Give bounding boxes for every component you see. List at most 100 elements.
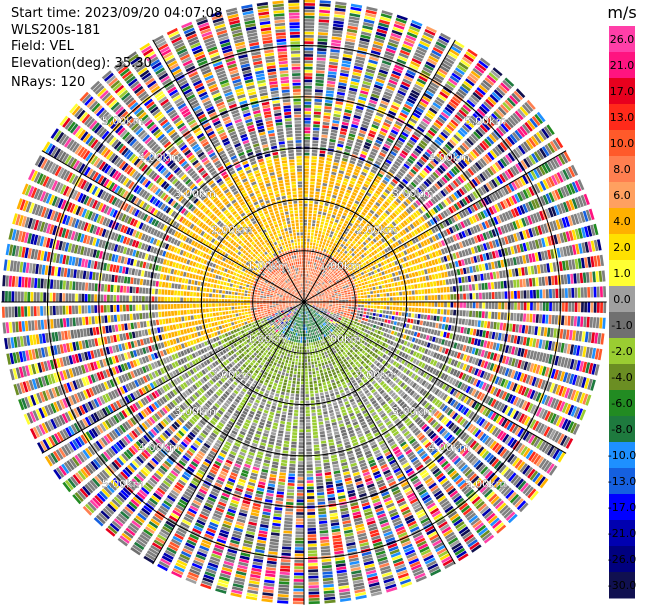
velocity-gate [304,124,311,127]
velocity-gate [426,58,437,66]
velocity-gate [353,68,363,74]
velocity-gate [478,60,489,69]
velocity-gate [357,194,363,199]
velocity-gate [352,232,357,237]
velocity-gate [378,184,385,190]
velocity-gate [333,110,342,115]
velocity-gate [322,241,326,246]
velocity-gate [424,151,432,158]
nrays-label: NRays: 120 [11,75,86,90]
velocity-gate [309,200,313,204]
velocity-gate [318,287,321,290]
velocity-gate [431,158,439,165]
velocity-gate [515,88,526,99]
velocity-gate [334,185,340,190]
velocity-gate [304,171,309,175]
velocity-gate [410,152,418,160]
velocity-gate [457,88,467,97]
velocity-gate [341,225,346,230]
velocity-gate [306,274,308,277]
velocity-gate [325,164,331,168]
velocity-gate [416,126,425,133]
velocity-gate [362,120,370,126]
velocity-gate [374,37,385,44]
velocity-gate [442,129,451,137]
velocity-gate [411,19,423,27]
velocity-gate [362,197,369,203]
velocity-gate [310,278,313,282]
velocity-gate [361,31,372,37]
velocity-gate [349,180,355,185]
velocity-gate [450,98,459,107]
velocity-gate [455,131,464,140]
velocity-gate [315,289,319,292]
velocity-gate [324,202,329,207]
velocity-gate [395,198,402,204]
velocity-gate [310,239,313,243]
velocity-gate [335,256,340,260]
velocity-gate [456,111,465,120]
velocity-gate [321,244,325,249]
velocity-gate [323,205,328,210]
velocity-gate [310,181,315,185]
velocity-gate [500,82,510,92]
velocity-gate [391,212,397,218]
velocity-gate [475,128,484,138]
velocity-gate [390,32,402,39]
velocity-gate [401,150,409,156]
velocity-gate [353,114,361,120]
velocity-gate [320,195,325,199]
velocity-gate [346,247,350,252]
velocity-gate [312,286,315,289]
velocity-gate [374,221,379,227]
velocity-gate [470,115,479,124]
velocity-gate [304,69,313,73]
velocity-gate [344,109,352,114]
velocity-gate [335,237,340,241]
velocity-gate [493,89,504,99]
velocity-gate [308,280,310,284]
velocity-gate [355,243,360,248]
velocity-gate [317,169,323,173]
velocity-gate [435,119,444,127]
velocity-gate [412,150,420,157]
velocity-gates [1,0,607,605]
velocity-gate [306,258,308,261]
velocity-gate [327,190,332,194]
velocity-gate [304,194,308,197]
velocity-gate [355,108,363,114]
velocity-gate [327,74,337,79]
velocity-gate [316,182,321,186]
velocity-gate [365,138,373,144]
velocity-gate [312,268,315,272]
velocity-gate [320,276,324,280]
velocity-gate [313,275,315,279]
velocity-gate [308,223,311,226]
velocity-gate [394,188,400,194]
velocity-gate [315,86,324,90]
velocity-gate [313,262,316,266]
velocity-gate [319,240,323,245]
velocity-gate [506,97,516,107]
velocity-gate [412,86,422,94]
velocity-gate [387,135,396,141]
velocity-gate [368,59,378,65]
velocity-gate [342,241,346,245]
velocity-gate [315,194,320,198]
velocity-gate [387,207,393,213]
velocity-gate [362,80,372,86]
velocity-gate [304,187,309,191]
velocity-gate [331,126,339,130]
velocity-gate [348,211,354,216]
velocity-gate [330,263,334,267]
velocity-gate [397,155,405,162]
velocity-gate [322,121,330,126]
velocity-gate [346,139,354,144]
velocity-gate [310,292,312,295]
velocity-gate [307,267,309,271]
velocity-gate [370,169,377,174]
velocity-gate [393,67,403,74]
velocity-gate [318,32,328,36]
velocity-gate [466,99,476,108]
velocity-gate [396,207,402,214]
